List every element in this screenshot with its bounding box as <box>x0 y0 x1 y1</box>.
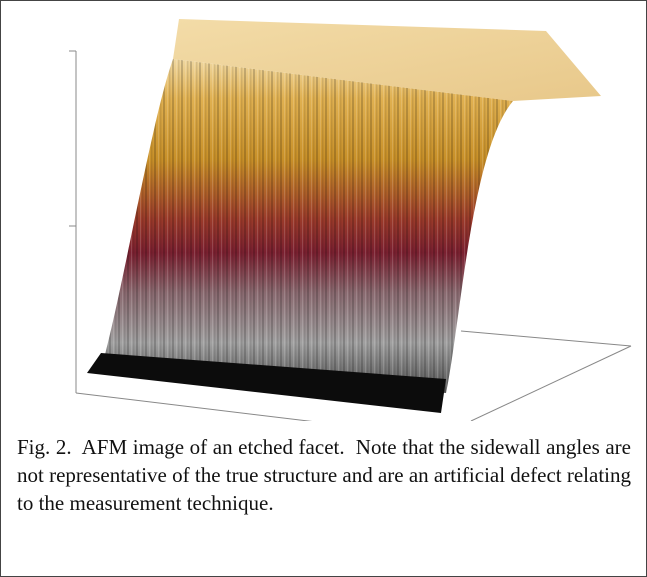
axes <box>69 50 632 421</box>
caption-label: Fig. 2. <box>17 435 72 459</box>
caption: Fig. 2. AFM image of an etched facet. No… <box>17 433 631 517</box>
afm-image <box>69 19 632 421</box>
sidewall-texture <box>101 59 513 393</box>
floor <box>87 353 446 413</box>
plateau <box>173 19 601 101</box>
caption-text: AFM image of an etched facet. Note that … <box>17 435 637 515</box>
